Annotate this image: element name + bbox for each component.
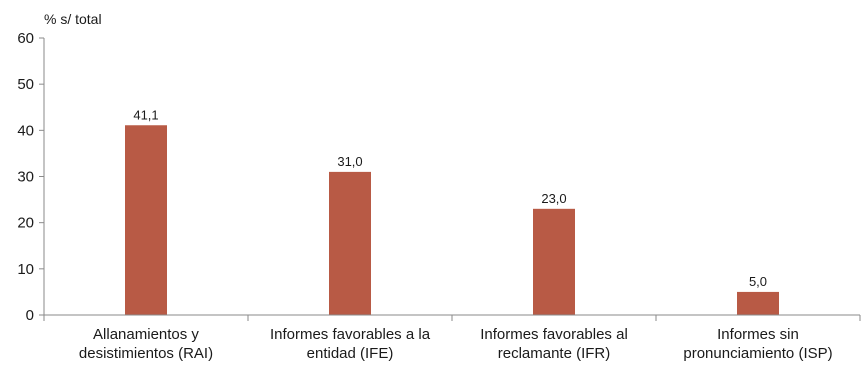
bar: [737, 291, 779, 315]
category-labels: Allanamientos y desistimientos (RAI) Infor…: [79, 326, 833, 362]
y-tick-label: 0: [26, 307, 34, 324]
axes: [43, 38, 861, 321]
y-tick-label: 50: [17, 76, 34, 93]
bar: [125, 125, 167, 315]
bars: [125, 125, 779, 315]
category-label-line: Informes favorables al: [480, 326, 628, 343]
bar-value-label: 5,0: [749, 274, 767, 289]
y-axis-ticks: 0 10 20 30 40 50 60: [17, 30, 44, 324]
y-tick-label: 20: [17, 215, 34, 232]
y-tick-label: 30: [17, 169, 34, 186]
bar: [533, 208, 575, 315]
bar: [329, 171, 371, 315]
category-label-line: entidad (IFE): [307, 345, 394, 362]
category-label-line: reclamante (IFR): [498, 345, 611, 362]
category-label: Informes favorables a la entidad (IFE): [270, 326, 431, 362]
category-label: Allanamientos y desistimientos (RAI): [79, 326, 213, 362]
category-label-line: Informes favorables a la: [270, 326, 431, 343]
bar-value-label: 23,0: [541, 191, 566, 206]
category-label: Informes sin pronunciamiento (ISP): [683, 326, 832, 362]
category-label-line: Informes sin: [717, 326, 799, 343]
category-label-line: desistimientos (RAI): [79, 345, 213, 362]
bar-value-label: 41,1: [133, 107, 158, 122]
y-tick-label: 40: [17, 122, 34, 139]
y-tick-label: 10: [17, 261, 34, 278]
category-label: Informes favorables al reclamante (IFR): [480, 326, 628, 362]
category-label-line: pronunciamiento (ISP): [683, 345, 832, 362]
data-labels: 41,1 31,0 23,0 5,0: [133, 107, 767, 289]
bar-value-label: 31,0: [337, 154, 362, 169]
y-tick-label: 60: [17, 30, 34, 47]
y-axis-unit-label: % s/ total: [44, 11, 102, 27]
category-label-line: Allanamientos y: [93, 326, 199, 343]
